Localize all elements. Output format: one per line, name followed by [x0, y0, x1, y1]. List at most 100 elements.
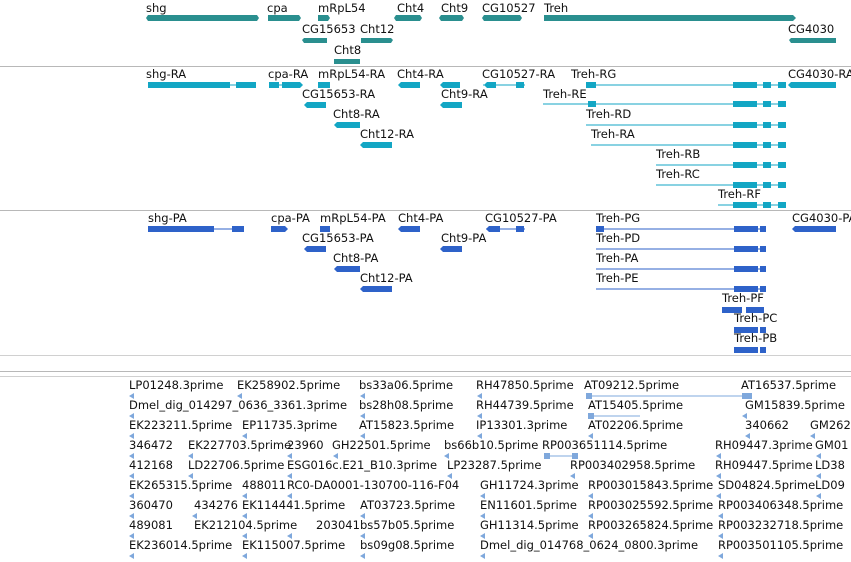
- est-label[interactable]: GM01: [815, 438, 849, 452]
- gene-label[interactable]: CG4030: [788, 22, 835, 36]
- protein-label[interactable]: Treh-PG: [596, 211, 641, 225]
- protein-label[interactable]: Treh-PB: [734, 331, 778, 345]
- gene-label[interactable]: cpa: [267, 1, 288, 15]
- est-label[interactable]: RP003265824.5prime: [588, 518, 714, 532]
- est-label[interactable]: AT15405.5prime: [588, 398, 684, 412]
- transcript-label[interactable]: CG10527-RA: [482, 67, 556, 81]
- protein-label[interactable]: CG4030-PA: [792, 211, 851, 225]
- protein-label[interactable]: Cht8-PA: [333, 251, 379, 265]
- est-label[interactable]: EK114441.5prime: [242, 498, 346, 512]
- est-label[interactable]: RH47850.5prime: [476, 378, 574, 392]
- est-label[interactable]: RP003015843.5prime: [588, 478, 714, 492]
- gene-label[interactable]: Cht8: [334, 43, 362, 57]
- est-label[interactable]: AT15823.5prime: [359, 418, 455, 432]
- gene-label[interactable]: CG15653: [302, 22, 356, 36]
- est-label[interactable]: LD38: [815, 458, 845, 472]
- est-label[interactable]: 412168: [129, 458, 173, 472]
- transcript-label[interactable]: mRpL54-RA: [318, 67, 386, 81]
- protein-label[interactable]: Treh-PD: [596, 231, 641, 245]
- est-label[interactable]: LD09: [815, 478, 845, 492]
- est-label[interactable]: GM15839.5prime: [745, 398, 845, 412]
- gene-label[interactable]: CG10527: [482, 1, 536, 15]
- est-label[interactable]: AT03723.5prime: [360, 498, 456, 512]
- est-label[interactable]: SD04824.5prime: [718, 478, 816, 492]
- est-label[interactable]: RP003402958.5prime: [570, 458, 696, 472]
- est-label[interactable]: 203041: [316, 518, 360, 532]
- protein-label[interactable]: Treh-PE: [596, 271, 639, 285]
- est-label[interactable]: EP11735.3prime: [242, 418, 338, 432]
- est-label[interactable]: bs66b10.5prime: [444, 438, 539, 452]
- est-label[interactable]: EN11601.5prime: [480, 498, 577, 512]
- est-label[interactable]: GH22501.5prime: [332, 438, 431, 452]
- transcript-label[interactable]: Treh-RD: [586, 107, 632, 121]
- transcript-label[interactable]: Treh-RB: [656, 147, 701, 161]
- transcript-label[interactable]: Treh-RC: [656, 167, 700, 181]
- est-label[interactable]: 360470: [129, 498, 173, 512]
- est-label[interactable]: RP003501105.5prime: [718, 538, 844, 552]
- est-label[interactable]: EK223211.5prime: [129, 418, 233, 432]
- transcript-label[interactable]: Cht4-RA: [397, 67, 444, 81]
- gene-label[interactable]: Cht4: [397, 1, 425, 15]
- protein-label[interactable]: CG10527-PA: [485, 211, 557, 225]
- est-label[interactable]: RH09447.5prime: [715, 458, 813, 472]
- est-label[interactable]: bs09g08.5prime: [360, 538, 455, 552]
- gene-label[interactable]: Cht12: [360, 22, 395, 36]
- gene-label[interactable]: Cht9: [441, 1, 469, 15]
- est-label[interactable]: EK258902.5prime: [237, 378, 341, 392]
- est-label[interactable]: LD22706.5prime: [188, 458, 285, 472]
- est-label[interactable]: RC0-DA0001-130700-116-F04: [287, 478, 460, 492]
- est-label[interactable]: bs28h08.5prime: [359, 398, 454, 412]
- protein-label[interactable]: mRpL54-PA: [320, 211, 386, 225]
- gene-label[interactable]: Treh: [544, 1, 569, 15]
- transcript-label[interactable]: Cht8-RA: [333, 107, 380, 121]
- est-label[interactable]: RH44739.5prime: [476, 398, 574, 412]
- est-label[interactable]: GH11724.3prime: [480, 478, 579, 492]
- est-label[interactable]: 488011: [242, 478, 286, 492]
- est-label[interactable]: RP003651114.5prime: [542, 438, 668, 452]
- est-label[interactable]: EK212104.5prime: [194, 518, 298, 532]
- est-label[interactable]: 340662: [745, 418, 789, 432]
- gene-label[interactable]: shg: [146, 1, 167, 15]
- est-label[interactable]: GH11314.5prime: [480, 518, 579, 532]
- est-label[interactable]: AT02206.5prime: [588, 418, 684, 432]
- est-label[interactable]: EK227703.5prime: [188, 438, 292, 452]
- est-label[interactable]: LP01248.3prime: [129, 378, 224, 392]
- est-label[interactable]: ESG016c.E21_B10.3prime: [287, 458, 438, 472]
- gene-label[interactable]: mRpL54: [318, 1, 366, 15]
- est-label[interactable]: Dmel_dig_014768_0624_0800.3prime: [480, 538, 699, 552]
- protein-label[interactable]: Treh-PF: [722, 291, 764, 305]
- transcript-label[interactable]: CG15653-RA: [302, 87, 376, 101]
- protein-label[interactable]: Cht9-PA: [441, 231, 487, 245]
- protein-label[interactable]: shg-PA: [148, 211, 187, 225]
- est-label[interactable]: EK236014.5prime: [129, 538, 233, 552]
- est-label[interactable]: RH09447.3prime: [715, 438, 813, 452]
- est-label[interactable]: bs57b05.5prime: [360, 518, 455, 532]
- est-label[interactable]: RP003232718.5prime: [718, 518, 844, 532]
- transcript-label[interactable]: Treh-RE: [543, 87, 587, 101]
- est-label[interactable]: bs33a06.5prime: [359, 378, 454, 392]
- protein-label[interactable]: Treh-PA: [596, 251, 639, 265]
- est-label[interactable]: Dmel_dig_014297_0636_3361.3prime: [129, 398, 348, 412]
- est-label[interactable]: IP13301.3prime: [476, 418, 568, 432]
- est-label[interactable]: RP003406348.5prime: [718, 498, 844, 512]
- protein-label[interactable]: Cht4-PA: [398, 211, 444, 225]
- est-label[interactable]: 23960: [287, 438, 324, 452]
- transcript-label[interactable]: shg-RA: [146, 67, 187, 81]
- est-label[interactable]: 489081: [129, 518, 173, 532]
- est-label[interactable]: EK115007.5prime: [242, 538, 346, 552]
- est-label[interactable]: 346472: [129, 438, 173, 452]
- transcript-label[interactable]: cpa-RA: [268, 67, 309, 81]
- protein-label[interactable]: cpa-PA: [271, 211, 310, 225]
- transcript-label[interactable]: CG4030-RA: [788, 67, 851, 81]
- est-label[interactable]: LP23287.5prime: [447, 458, 542, 472]
- transcript-label[interactable]: Cht12-RA: [360, 127, 415, 141]
- est-label[interactable]: EK265315.5prime: [129, 478, 233, 492]
- est-label[interactable]: AT09212.5prime: [584, 378, 680, 392]
- transcript-label[interactable]: Treh-RF: [718, 187, 761, 201]
- est-label[interactable]: RP003025592.5prime: [588, 498, 714, 512]
- transcript-label[interactable]: Treh-RG: [571, 67, 617, 81]
- protein-label[interactable]: Cht12-PA: [360, 271, 413, 285]
- est-label[interactable]: 434276: [194, 498, 238, 512]
- transcript-label[interactable]: Cht9-RA: [441, 87, 488, 101]
- est-label[interactable]: AT16537.5prime: [741, 378, 837, 392]
